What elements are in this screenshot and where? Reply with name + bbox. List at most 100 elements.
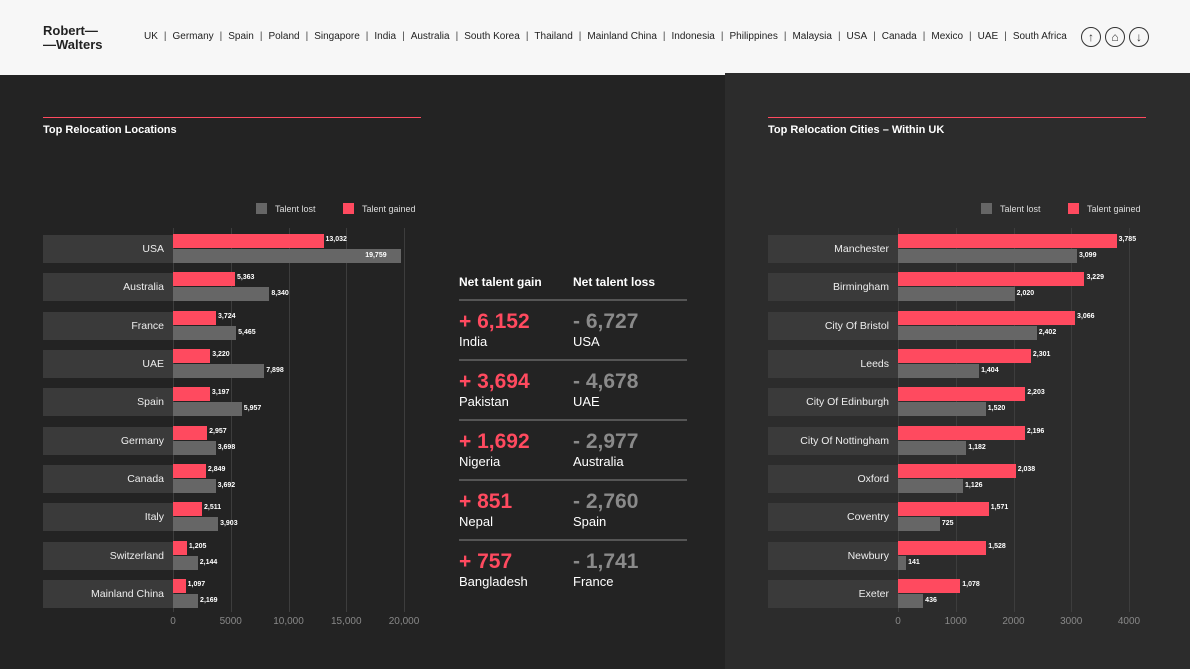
nav-link-germany[interactable]: Germany — [172, 31, 214, 42]
gridline — [1071, 228, 1073, 612]
gain-cell: + 3,694 Pakistan — [459, 371, 573, 419]
arrow-up-icon[interactable]: ↑ — [1081, 27, 1101, 47]
nav-link-indonesia[interactable]: Indonesia — [671, 31, 715, 42]
loss-country: Australia — [573, 454, 624, 469]
nav-separator: | — [219, 31, 223, 42]
chart-title-locations: Top Relocation Locations — [43, 124, 177, 136]
nav-link-philippines[interactable]: Philippines — [729, 31, 778, 42]
legend-swatch-gained — [343, 203, 354, 214]
gridline — [230, 228, 232, 612]
nav-link-south-africa[interactable]: South Africa — [1012, 31, 1067, 42]
nav-link-mainland-china[interactable]: Mainland China — [587, 31, 657, 42]
legend-talent-gained: Talent gained — [343, 203, 416, 214]
category-label: Australia — [43, 273, 173, 302]
data-label-gained: 3,220 — [212, 350, 230, 358]
category-label: France — [43, 311, 173, 340]
legend-talent-lost: Talent lost — [256, 203, 316, 214]
category-label: Leeds — [768, 349, 898, 378]
bar-talent-gained — [173, 234, 324, 248]
nav-separator: | — [720, 31, 724, 42]
data-label-lost: 2,402 — [1038, 328, 1057, 336]
page-nav-icons: ↑ ⌂ ↓ — [1081, 27, 1149, 47]
nav-separator: | — [578, 31, 582, 42]
nav-link-australia[interactable]: Australia — [410, 31, 450, 42]
loss-value: - 4,678 — [573, 370, 639, 393]
category-label: Manchester — [768, 235, 898, 263]
nav-link-uk[interactable]: UK — [144, 31, 158, 42]
data-label-gained: 3,229 — [1086, 274, 1104, 282]
country-nav: UK | Germany | Spain | Poland | Singapore | India |… — [144, 31, 1067, 42]
data-label-lost: 436 — [925, 596, 937, 604]
nav-link-uae[interactable]: UAE — [977, 31, 999, 42]
bar-talent-gained — [173, 348, 211, 363]
gridline — [955, 228, 957, 612]
category-label: Birmingham — [768, 273, 898, 302]
nav-link-south-korea[interactable]: South Korea — [464, 31, 520, 42]
x-tick-label: 15,000 — [330, 616, 362, 627]
data-label-gained: 3,197 — [211, 389, 230, 397]
x-tick-label: 2000 — [1002, 616, 1025, 627]
data-label-lost: 1,520 — [987, 405, 1006, 413]
loss-value: - 6,727 — [573, 310, 639, 333]
nav-link-usa[interactable]: USA — [846, 31, 868, 42]
robert-walters-logo[interactable]: Robert— —Walters — [43, 24, 102, 52]
bar-talent-lost — [173, 440, 216, 455]
bar-talent-gained — [898, 272, 1085, 287]
gain-value: + 1,692 — [459, 430, 530, 453]
bar-talent-lost — [898, 249, 1077, 263]
bar-talent-lost — [173, 555, 198, 570]
title-rule — [43, 117, 421, 118]
bar-talent-gained — [173, 425, 208, 440]
gain-value: + 851 — [459, 490, 513, 513]
nav-link-singapore[interactable]: Singapore — [314, 31, 360, 42]
loss-country: UAE — [573, 394, 600, 409]
data-label-lost: 2,020 — [1016, 290, 1035, 298]
bar-talent-gained — [898, 387, 1026, 402]
arrow-down-icon[interactable]: ↓ — [1129, 27, 1149, 47]
data-label-gained: 1,528 — [988, 542, 1006, 550]
category-label: Spain — [43, 388, 173, 417]
nav-link-poland[interactable]: Poland — [268, 31, 300, 42]
nav-link-india[interactable]: India — [374, 31, 397, 42]
net-row: + 6,152 India - 6,727 USA — [459, 301, 687, 361]
x-tick-label: 4000 — [1117, 616, 1141, 627]
gain-value: + 757 — [459, 550, 513, 573]
gridline — [1013, 228, 1015, 612]
nav-separator: | — [969, 31, 972, 42]
bar-talent-lost — [898, 517, 940, 532]
net-loss-header: Net talent loss — [573, 275, 656, 289]
legend-talent-lost: Talent lost — [981, 203, 1041, 214]
bar-talent-lost — [898, 325, 1037, 340]
data-label-gained: 5,363 — [236, 274, 255, 282]
data-label-gained: 1,097 — [187, 580, 206, 588]
nav-separator: | — [305, 31, 309, 42]
net-gain-header: Net talent gain — [459, 275, 542, 289]
x-tick-label: 3000 — [1060, 616, 1083, 627]
category-label: Exeter — [768, 579, 898, 608]
gain-country: Bangladesh — [459, 574, 528, 589]
category-label: Germany — [43, 426, 173, 455]
nav-link-spain[interactable]: Spain — [228, 31, 254, 42]
bar-talent-gained — [173, 310, 216, 325]
category-label: City Of Bristol — [768, 311, 898, 340]
data-label-gained: 3,724 — [218, 312, 236, 320]
bar-talent-lost — [173, 363, 265, 378]
home-icon[interactable]: ⌂ — [1105, 27, 1125, 47]
nav-link-malaysia[interactable]: Malaysia — [792, 31, 832, 42]
data-label-gained: 3,066 — [1077, 312, 1095, 320]
net-row: + 3,694 Pakistan - 4,678 UAE — [459, 361, 687, 421]
gain-country: Pakistan — [459, 394, 509, 409]
bar-talent-lost — [898, 363, 980, 378]
data-label-gained: 2,203 — [1027, 389, 1045, 397]
nav-link-thailand[interactable]: Thailand — [534, 31, 573, 42]
legend-talent-gained: Talent gained — [1068, 203, 1141, 214]
bar-talent-lost — [898, 440, 967, 455]
legend-swatch-lost — [256, 203, 267, 214]
bar-talent-lost — [173, 478, 216, 493]
nav-link-mexico[interactable]: Mexico — [931, 31, 964, 42]
bar-talent-lost — [173, 402, 242, 417]
x-tick-label: 10,000 — [273, 616, 304, 627]
data-label-lost: 1,126 — [965, 481, 983, 489]
data-label-lost: 19,759 — [365, 252, 387, 259]
nav-link-canada[interactable]: Canada — [881, 31, 917, 42]
